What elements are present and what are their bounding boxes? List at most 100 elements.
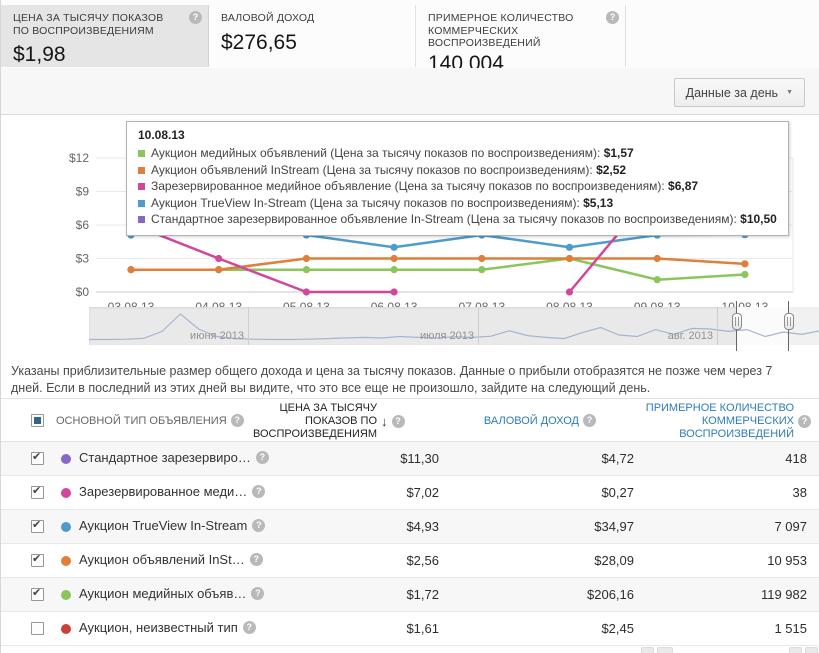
chart-point[interactable] [302,254,310,263]
chart-panel: $0$3$6$9$1203.08.1304.08.1305.08.1306.08… [1,115,819,355]
metric-card-gross-revenue[interactable]: ВАЛОВОЙ ДОХОД $276,65 [209,5,416,67]
gross-revenue-value: $0,27 [601,485,634,500]
chart-line-Аукцион медийных объявлений[interactable] [129,257,747,281]
help-icon[interactable]: ? [798,415,811,428]
help-icon[interactable]: ? [189,11,202,24]
metric-card-monetized-playbacks[interactable]: ПРИМЕРНОЕ КОЛИЧЕСТВО КОММЕРЧЕСКИХ ВОСПРО… [416,5,626,75]
table-row: Стандартное зарезервиро…? $11,30 $4,72 418 [1,442,819,476]
column-header-monetized-playbacks[interactable]: ПРИМЕРНОЕ КОЛИЧЕСТВО КОММЕРЧЕСКИХ ВОСПРО… [626,402,811,441]
help-icon[interactable]: ? [251,587,265,600]
chart-point[interactable] [302,288,310,296]
gross-revenue-value: $4,72 [601,451,634,466]
chart-point[interactable] [390,254,398,263]
month-divider [478,307,479,345]
chart-point[interactable] [478,254,486,263]
chart-point[interactable] [653,254,661,263]
pagination-button[interactable] [641,647,654,653]
granularity-dropdown-label: Данные за день [685,85,779,100]
timeline-scrubber[interactable]: июня 2013 июля 2013 авг. 2013 [89,301,819,351]
column-header-gross-revenue[interactable]: ВАЛОВОЙ ДОХОД ? [421,414,596,427]
tooltip-series-item: Аукцион объявлений InStream (Цена за тыс… [138,162,777,179]
chart-point[interactable] [390,266,398,274]
monetized-playbacks-value: 7 097 [774,519,807,534]
chart-point[interactable] [215,254,223,263]
pagination-button[interactable] [789,647,802,653]
sort-desc-icon: ↓ [381,414,388,429]
cpm-value: $4,93 [406,519,439,534]
tooltip-series-item: Стандартное зарезервированное объявление… [138,211,777,228]
cpm-value: $7,02 [406,485,439,500]
chart-point[interactable] [741,260,749,268]
help-icon[interactable]: ? [252,485,266,498]
table-row: Аукцион, неизвестный тип? $1,61 $2,45 1 515 [1,612,819,646]
cpm-value: $2,56 [406,553,439,568]
column-header-cpm[interactable]: ЦЕНА ЗА ТЫСЯЧУ ПОКАЗОВ ПО ВОСПРОИЗВЕДЕНИ… [229,402,405,441]
scrubber-handle-right[interactable] [783,301,794,351]
estimation-note: Указаны приблизительные размер общего до… [11,364,773,395]
gross-revenue-value: $28,09 [594,553,634,568]
table-row: Аукцион медийных объяв…? $1,72 $206,16 119 … [1,578,819,612]
chart-point[interactable] [565,254,574,263]
monetized-playbacks-value: 1 515 [774,621,807,636]
gross-revenue-value: $206,16 [587,587,634,602]
help-icon[interactable]: ? [252,519,266,532]
series-color-swatch-icon [138,150,145,157]
monetized-playbacks-value: 418 [785,451,807,466]
chart-point[interactable] [478,266,486,274]
help-icon[interactable]: ? [255,451,269,464]
help-icon[interactable]: ? [242,621,256,634]
drag-grip-icon[interactable] [731,313,742,330]
metric-card-label: ВАЛОВОЙ ДОХОД [221,12,315,24]
granularity-dropdown-button[interactable]: Данные за день ▼ [673,78,805,107]
chart-point[interactable] [215,266,223,274]
help-icon[interactable]: ? [230,414,244,427]
chart-tooltip: 10.08.13 Аукцион медийных объявлений (Це… [126,121,789,236]
chart-point[interactable] [302,266,310,274]
row-checkbox[interactable] [31,586,44,601]
ad-type-name: Стандартное зарезервиро… [79,450,251,465]
metric-card-label: ПРИМЕРНОЕ КОЛИЧЕСТВО КОММЕРЧЕСКИХ ВОСПРО… [428,12,574,49]
table-footer [1,646,819,653]
chart-point[interactable] [390,288,398,296]
ad-type-name: Аукцион объявлений InSt… [79,552,245,567]
monetized-playbacks-value: 10 953 [767,553,807,568]
column-header-ad-type[interactable]: ОСНОВНОЙ ТИП ОБЪЯВЛЕНИЯ ? [56,414,244,427]
chart-line-Аукцион объявлений InStream[interactable] [129,257,747,271]
table-row: Аукцион объявлений InSt…? $2,56 $28,09 10 9… [1,544,819,578]
scrubber-handle-left[interactable] [731,301,742,351]
drag-grip-icon[interactable] [783,313,794,330]
scrubber-mini-chart [89,313,819,341]
table-header: ОСНОВНОЙ ТИП ОБЪЯВЛЕНИЯ ? ЦЕНА ЗА ТЫСЯЧУ… [1,398,819,442]
chart-point[interactable] [741,270,749,279]
pagination-button[interactable] [657,647,673,653]
help-icon[interactable]: ? [606,11,619,24]
chart-point[interactable] [127,266,135,274]
row-checkbox[interactable] [31,450,44,465]
help-icon[interactable]: ? [583,414,596,427]
scrubber-selected-range[interactable] [735,307,788,345]
metric-card-value: $276,65 [221,30,297,54]
table-row: Зарезервированное меди…? $7,02 $0,27 38 [1,476,819,510]
svg-text:$3: $3 [76,251,90,265]
help-icon[interactable]: ? [249,553,263,566]
chart-point[interactable] [565,288,574,296]
pagination-button[interactable] [805,647,818,653]
chart-point[interactable] [653,276,661,284]
metric-card-label: ЦЕНА ЗА ТЫСЯЧУ ПОКАЗОВ ПО ВОСПРОИЗВЕДЕНИ… [13,12,164,37]
series-color-swatch-icon [138,199,145,207]
metric-card-cpm[interactable]: ЦЕНА ЗА ТЫСЯЧУ ПОКАЗОВ ПО ВОСПРОИЗВЕДЕНИ… [1,5,209,67]
row-checkbox[interactable] [31,518,44,533]
svg-text:$6: $6 [76,218,90,232]
svg-text:$12: $12 [69,151,89,165]
row-checkbox[interactable] [31,552,44,567]
row-checkbox[interactable] [31,484,44,499]
chart-point[interactable] [390,243,398,251]
select-all-checkbox[interactable] [31,414,44,427]
chart-point[interactable] [565,243,574,251]
row-checkbox[interactable] [31,622,44,635]
table-row: Аукцион TrueView In-Stream? $4,93 $34,97 7 … [1,510,819,544]
svg-text:$9: $9 [76,184,90,198]
ad-types-table: ОСНОВНОЙ ТИП ОБЪЯВЛЕНИЯ ? ЦЕНА ЗА ТЫСЯЧУ… [1,398,819,653]
cpm-value: $1,72 [406,587,439,602]
help-icon[interactable]: ? [391,415,405,428]
